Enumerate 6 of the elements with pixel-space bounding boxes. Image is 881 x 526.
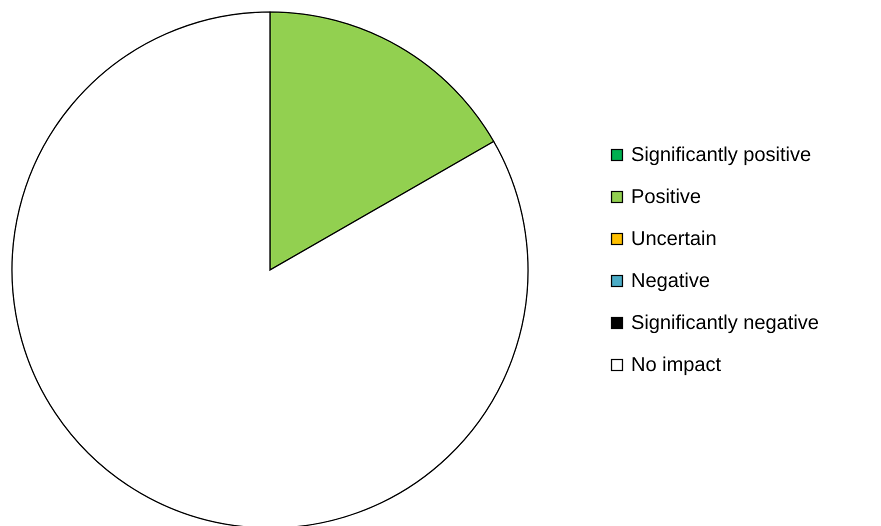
legend-label: Negative xyxy=(631,270,710,292)
legend-label: Significantly positive xyxy=(631,144,812,166)
legend-label: Positive xyxy=(631,186,702,208)
legend-label: Significantly negative xyxy=(631,312,819,334)
legend-label: No impact xyxy=(631,354,722,376)
legend-label: Uncertain xyxy=(631,228,717,250)
